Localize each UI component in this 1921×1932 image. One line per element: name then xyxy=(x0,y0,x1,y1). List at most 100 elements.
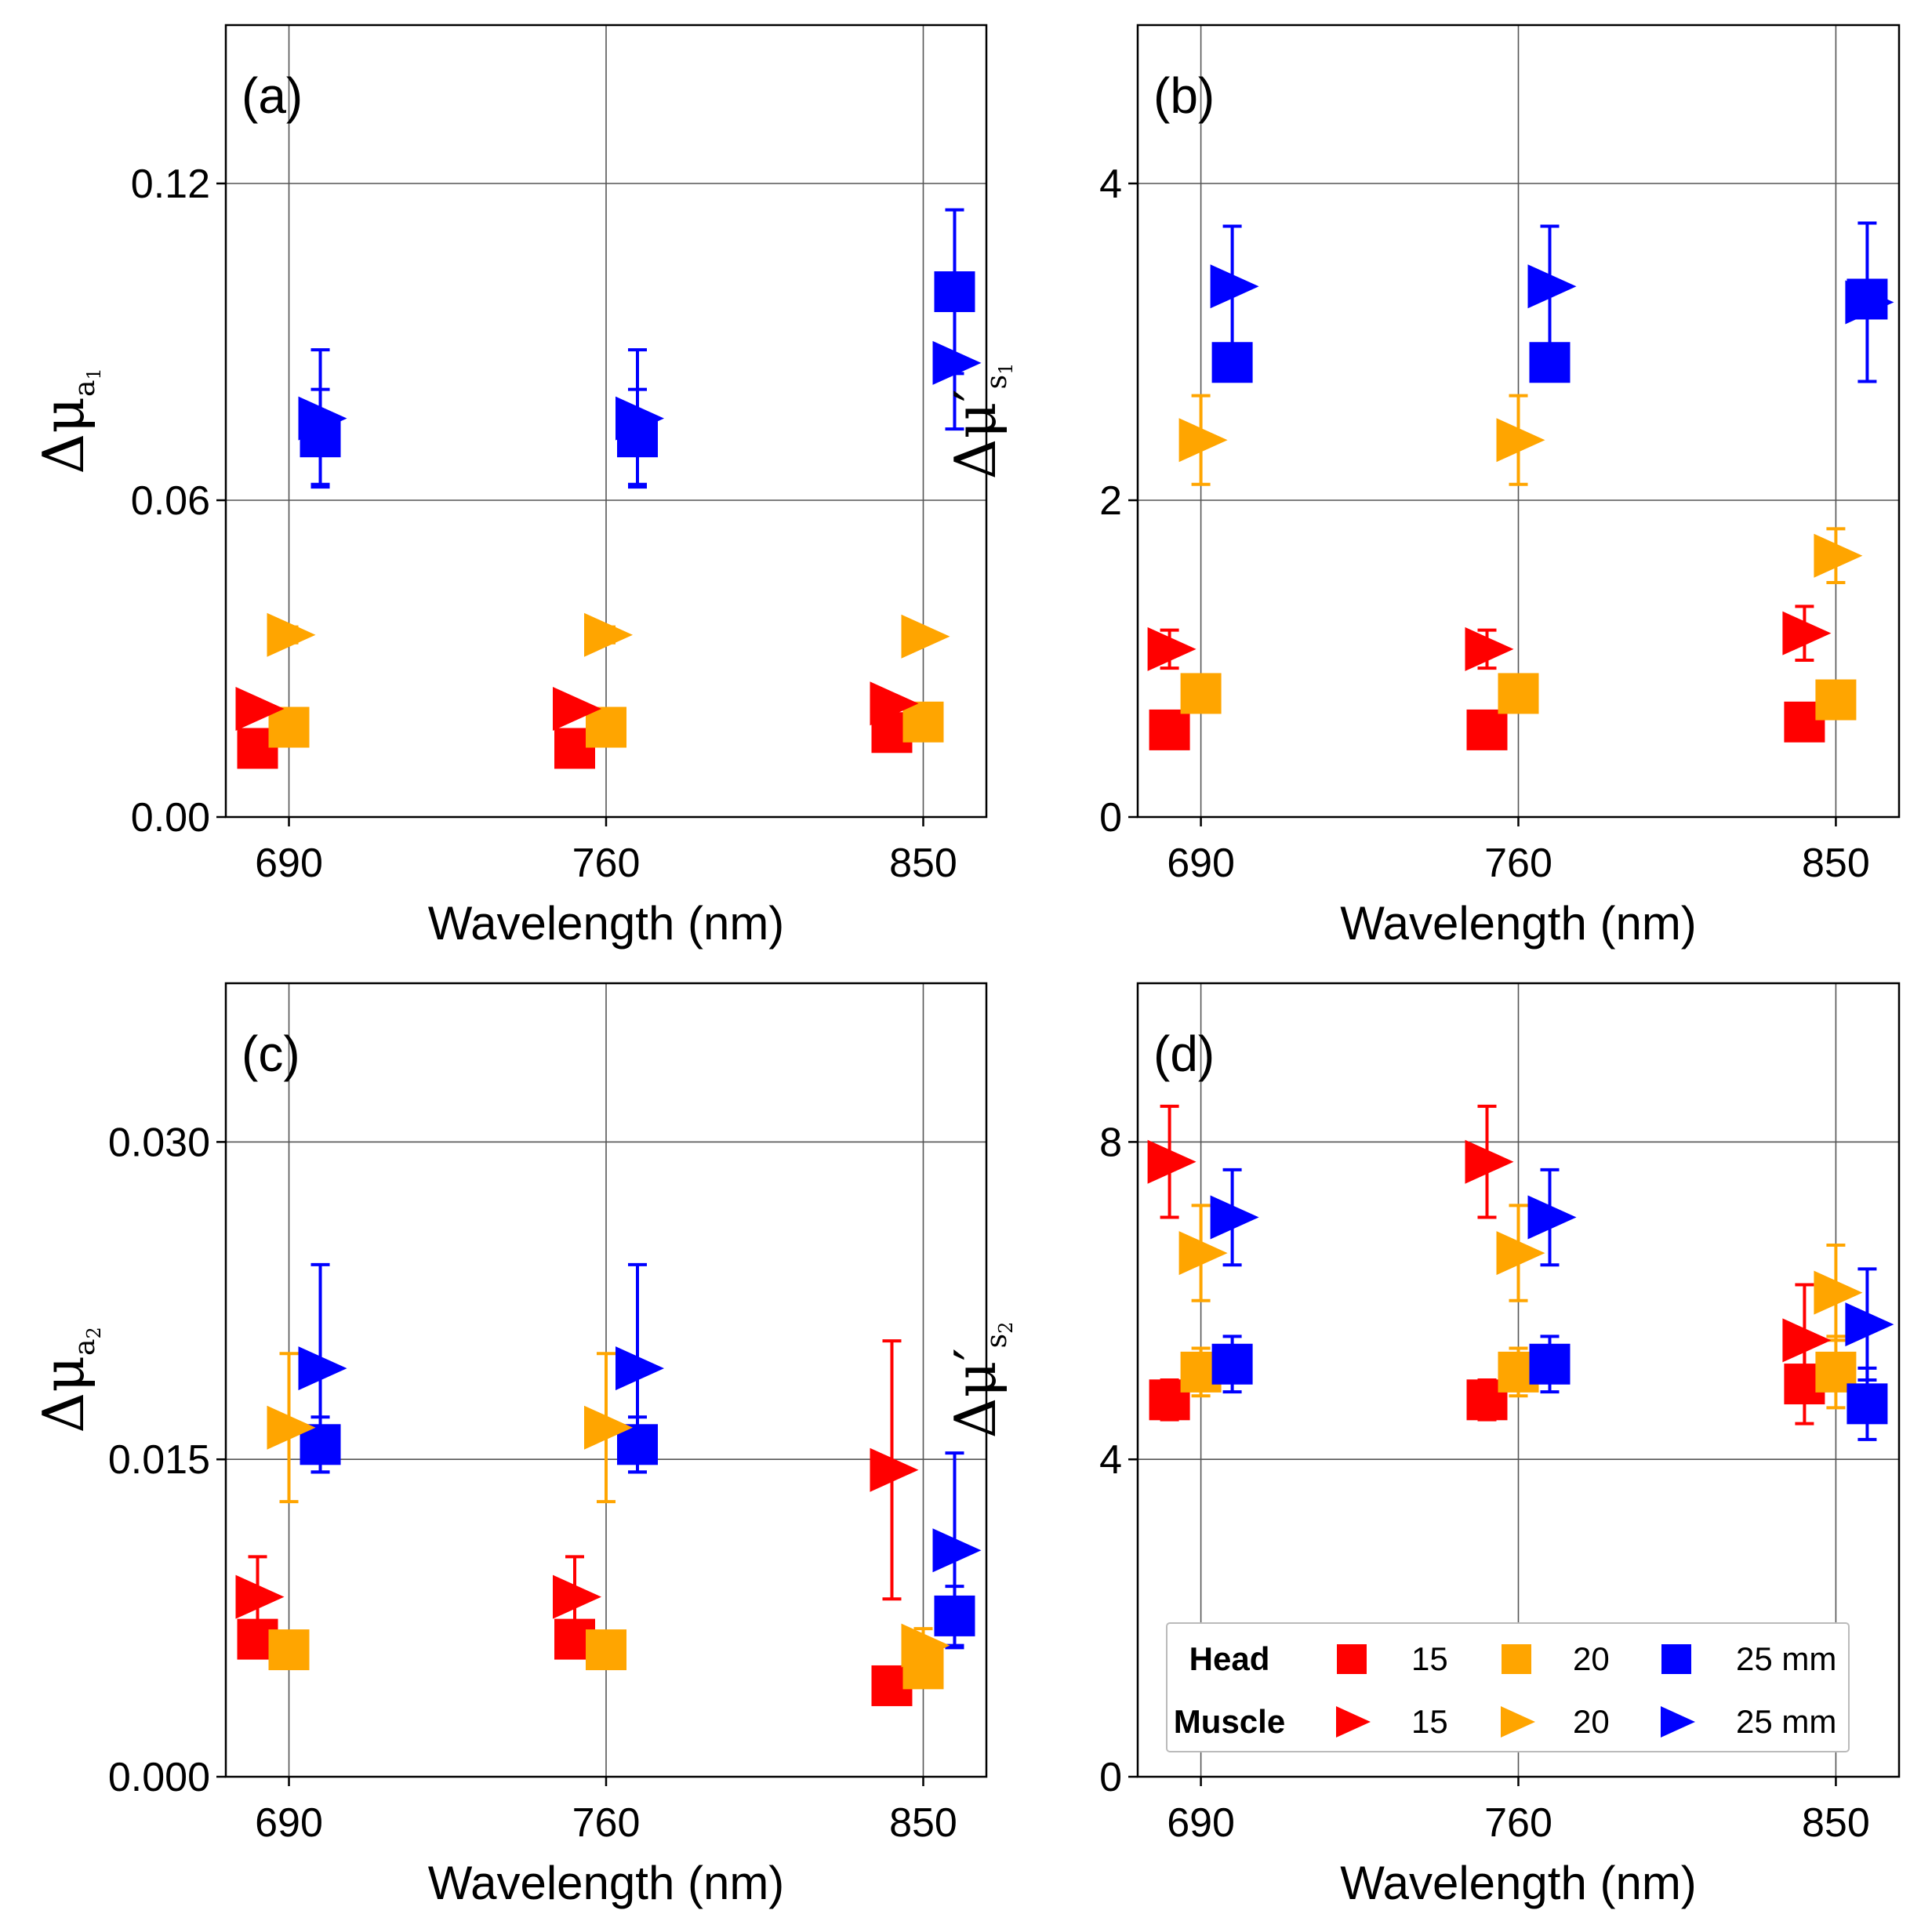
y-tick-label: 0.015 xyxy=(108,1437,210,1483)
y-axis-title: Δμa1 xyxy=(31,368,105,474)
legend-triangle-marker xyxy=(1501,1706,1535,1738)
panel-c: 0.000 0.015 0.030 690 760 850 Wavelength (nm) (… xyxy=(31,982,988,1909)
y-tick-label: 8 xyxy=(1099,1120,1122,1165)
muscle-25-point xyxy=(1527,264,1577,309)
data-layer xyxy=(1147,1104,1894,1441)
y-axis-title-sub: a xyxy=(69,380,101,397)
legend-group-label: Muscle xyxy=(1174,1703,1285,1740)
x-tick-label: 690 xyxy=(1167,1800,1235,1846)
x-tick-label: 690 xyxy=(1167,841,1235,886)
x-tick-label: 760 xyxy=(572,841,641,886)
muscle-15-point xyxy=(1147,626,1197,671)
x-tick-label: 850 xyxy=(889,1800,957,1846)
muscle-25-point xyxy=(1210,1195,1259,1240)
y-tick-label: 0.000 xyxy=(108,1755,210,1800)
legend-triangle-marker xyxy=(1661,1706,1695,1738)
muscle-20-point xyxy=(901,1623,950,1668)
y-tick-label: 4 xyxy=(1099,1437,1122,1483)
y-tick-label: 0.030 xyxy=(108,1120,210,1165)
muscle-20-point xyxy=(901,614,950,659)
y-tick-label: 0 xyxy=(1099,795,1122,841)
legend-item-label: 15 xyxy=(1411,1703,1448,1740)
x-tick-label: 760 xyxy=(572,1800,641,1846)
y-axis-title-subsub: 1 xyxy=(995,363,1017,375)
x-tick-label: 850 xyxy=(889,841,957,886)
y-tick-label: 0.06 xyxy=(131,478,210,524)
muscle-25-point xyxy=(1845,1302,1894,1347)
muscle-15-point xyxy=(870,681,919,726)
legend-item-label: 15 xyxy=(1411,1640,1448,1677)
muscle-15-point xyxy=(235,1574,285,1619)
y-axis-title-subsub: 2 xyxy=(83,1327,105,1338)
head-20-point xyxy=(1498,673,1539,714)
panel-a: 0.00 0.06 0.12 690 760 850 Wavelength (nm) (a) Δ… xyxy=(31,24,988,950)
head-25-point xyxy=(1211,342,1253,383)
head-25-point xyxy=(1529,1343,1571,1385)
y-tick-label: 4 xyxy=(1099,162,1122,207)
head-25-point xyxy=(1211,1343,1253,1385)
legend-item-label: 20 xyxy=(1573,1640,1610,1677)
muscle-25-point xyxy=(1845,280,1894,325)
head-20-point xyxy=(586,1629,626,1671)
head-20-point xyxy=(268,1629,310,1671)
muscle-25-point xyxy=(298,396,347,441)
muscle-15-point xyxy=(1465,626,1514,671)
muscle-20-point xyxy=(267,1405,316,1450)
muscle-20-point xyxy=(1178,418,1228,463)
panel-label: (a) xyxy=(241,67,303,124)
muscle-15-point xyxy=(1465,1139,1514,1184)
y-tick-label: 0.00 xyxy=(131,795,210,841)
data-layer xyxy=(235,1262,982,1706)
muscle-15-point xyxy=(1147,1139,1197,1184)
head-20-point xyxy=(1180,673,1222,714)
muscle-20-point xyxy=(1814,533,1863,578)
x-tick-label: 760 xyxy=(1484,841,1552,886)
panel-d: 0 4 8 690 760 850 Wavelength (nm) (d) Δμ′s2 xyxy=(942,982,1901,1909)
legend-square-marker xyxy=(1502,1644,1531,1674)
muscle-25-point xyxy=(1527,1195,1577,1240)
muscle-15-point xyxy=(870,1447,919,1492)
muscle-20-point xyxy=(584,1405,633,1450)
head-20-point xyxy=(268,706,310,748)
y-axis-title-sub: s xyxy=(981,375,1013,389)
x-tick-label: 850 xyxy=(1802,1800,1870,1846)
x-tick-label: 850 xyxy=(1802,841,1870,886)
muscle-20-point xyxy=(1178,1231,1228,1276)
x-tick-label: 690 xyxy=(255,841,323,886)
head-20-point xyxy=(586,706,626,748)
muscle-20-point xyxy=(1814,1270,1863,1315)
muscle-15-point xyxy=(553,1574,601,1619)
data-layer xyxy=(1147,221,1894,750)
legend-triangle-marker xyxy=(1336,1706,1371,1738)
legend: Head 15 20 25 mm Muscle 15 20 25 mm xyxy=(1166,1622,1850,1752)
muscle-15-point xyxy=(235,686,285,731)
panel-label: (d) xyxy=(1153,1026,1215,1082)
x-tick-label: 760 xyxy=(1484,1800,1552,1846)
head-15-point xyxy=(1466,709,1508,750)
muscle-15-point xyxy=(1782,611,1832,656)
y-axis-title-main: Δμ′ xyxy=(942,389,1008,479)
head-15-point xyxy=(1149,709,1190,750)
muscle-20-point xyxy=(267,612,316,657)
head-20-point xyxy=(1815,679,1857,721)
muscle-25-point xyxy=(616,1346,664,1391)
muscle-25-point xyxy=(932,1528,982,1573)
muscle-25-point xyxy=(1210,264,1259,309)
legend-item-label: 25 mm xyxy=(1736,1640,1836,1677)
y-axis-title-main: Δμ xyxy=(31,1356,96,1433)
head-20-point xyxy=(902,701,944,743)
panel-label: (b) xyxy=(1153,67,1215,124)
y-axis-title-subsub: 2 xyxy=(995,1322,1017,1334)
muscle-20-point xyxy=(1496,1231,1545,1276)
y-axis-title: Δμ′s2 xyxy=(942,1322,1017,1439)
y-axis-title-sub: a xyxy=(69,1339,101,1356)
muscle-20-point xyxy=(1496,418,1545,463)
legend-item-label: 20 xyxy=(1573,1703,1610,1740)
legend-group-label: Head xyxy=(1189,1640,1270,1677)
muscle-25-point xyxy=(932,340,982,385)
y-tick-label: 0 xyxy=(1099,1755,1122,1800)
x-axis-title: Wavelength (nm) xyxy=(1340,897,1697,950)
muscle-20-point xyxy=(584,612,633,657)
muscle-15-point xyxy=(1782,1318,1832,1363)
